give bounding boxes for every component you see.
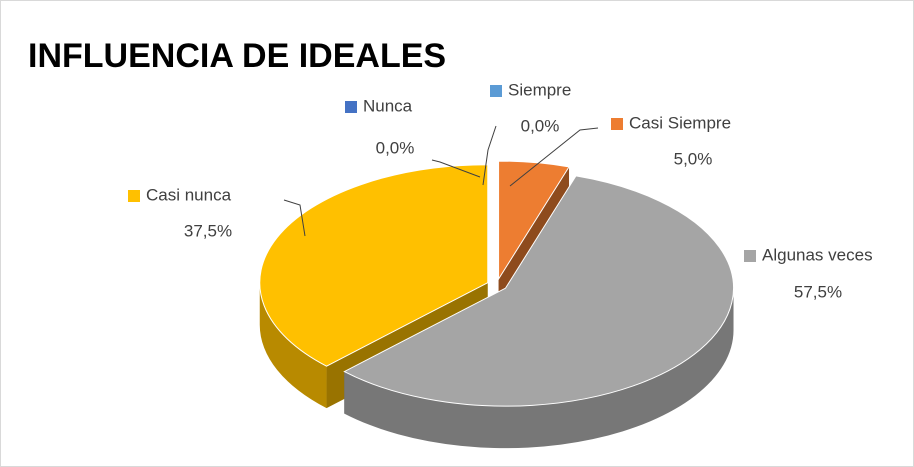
slice-wall <box>344 288 734 449</box>
legend-marker <box>128 190 140 202</box>
legend-marker <box>345 101 357 113</box>
data-label-name: Siempre <box>508 80 571 99</box>
data-label-value: 0,0% <box>376 138 415 157</box>
slice-top <box>343 175 735 407</box>
data-label-name: Algunas veces <box>762 245 873 264</box>
leader-line <box>482 125 497 186</box>
chart-title: INFLUENCIA DE IDEALES <box>28 37 446 75</box>
slice-wall <box>259 282 327 409</box>
slice-top <box>259 164 489 367</box>
pie <box>259 160 735 449</box>
data-label-name: Nunca <box>363 96 413 115</box>
slice-top <box>498 160 570 281</box>
data-label-name: Casi Siempre <box>629 113 731 132</box>
slice <box>343 175 735 449</box>
leader-line <box>509 127 599 187</box>
data-label-value: 5,0% <box>674 149 713 168</box>
legend-marker <box>611 118 623 130</box>
data-label-value: 0,0% <box>521 116 560 135</box>
leader-line <box>283 199 306 237</box>
leader-line <box>431 159 481 178</box>
legend-marker <box>744 250 756 262</box>
data-label-value: 57,5% <box>794 282 842 301</box>
legend-marker <box>490 85 502 97</box>
data-label-value: 37,5% <box>184 221 232 240</box>
data-label-name: Casi nunca <box>146 185 232 204</box>
leader-lines <box>283 125 599 237</box>
